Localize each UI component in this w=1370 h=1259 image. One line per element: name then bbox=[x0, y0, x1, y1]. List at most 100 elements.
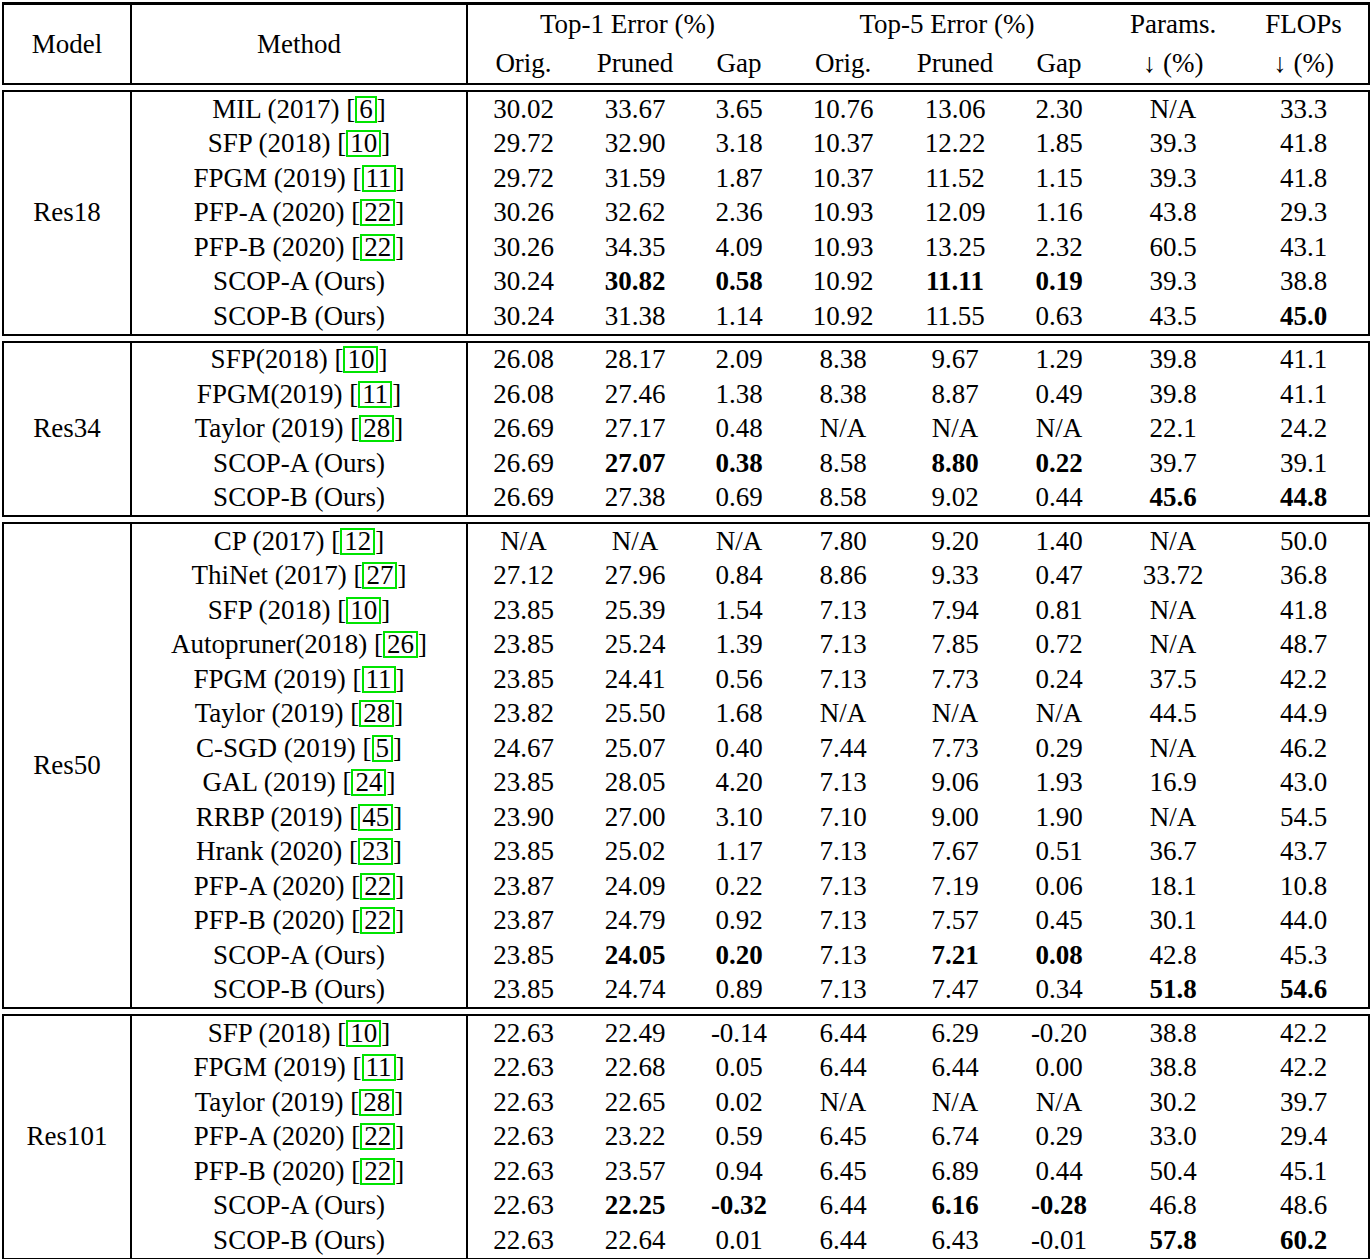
value-cell: 0.20 bbox=[691, 938, 787, 973]
value-cell: 27.38 bbox=[579, 481, 691, 517]
citation-link[interactable]: 11 bbox=[362, 165, 396, 192]
value-cell: 10.8 bbox=[1239, 869, 1369, 904]
citation-link[interactable]: 12 bbox=[340, 528, 375, 555]
value-cell: 0.44 bbox=[1011, 481, 1107, 517]
citation-link[interactable]: 28 bbox=[359, 415, 394, 442]
value-cell: 0.69 bbox=[691, 481, 787, 517]
value-cell: 7.21 bbox=[899, 938, 1011, 973]
citation-link[interactable]: 10 bbox=[346, 597, 381, 624]
method-cell: SCOP-A (Ours) bbox=[131, 938, 467, 973]
value-cell: 39.7 bbox=[1239, 1085, 1369, 1120]
citation-link[interactable]: 22 bbox=[360, 1158, 395, 1185]
value-cell: 18.1 bbox=[1107, 869, 1239, 904]
citation-link[interactable]: 22 bbox=[360, 1123, 395, 1150]
value-cell: N/A bbox=[1011, 1085, 1107, 1120]
value-cell: 1.54 bbox=[691, 593, 787, 628]
value-cell: N/A bbox=[787, 697, 899, 732]
method-cell: SCOP-A (Ours) bbox=[131, 446, 467, 481]
value-cell: 41.8 bbox=[1239, 593, 1369, 628]
value-cell: 32.62 bbox=[579, 196, 691, 231]
value-cell: 22.64 bbox=[579, 1223, 691, 1259]
value-cell: 0.40 bbox=[691, 731, 787, 766]
subheader-top1-orig: Orig. bbox=[467, 44, 579, 84]
subheader-top5-gap: Gap bbox=[1011, 44, 1107, 84]
value-cell: 7.13 bbox=[787, 938, 899, 973]
value-cell: -0.20 bbox=[1011, 1015, 1107, 1051]
citation-link[interactable]: 11 bbox=[358, 381, 392, 408]
citation-link[interactable]: 22 bbox=[360, 234, 395, 261]
citation-link[interactable]: 5 bbox=[372, 735, 394, 762]
table-row: PFP-B (2020) [22]30.2634.354.0910.9313.2… bbox=[3, 230, 1369, 265]
citation-link[interactable]: 45 bbox=[358, 804, 393, 831]
citation-link[interactable]: 24 bbox=[351, 769, 386, 796]
section-table-res18: Res18MIL (2017) [6]30.0233.673.6510.7613… bbox=[2, 90, 1370, 336]
table-row: PFP-B (2020) [22]23.8724.790.927.137.570… bbox=[3, 904, 1369, 939]
value-cell: 7.13 bbox=[787, 662, 899, 697]
method-cell: Autopruner(2018) [26] bbox=[131, 628, 467, 663]
value-cell: 2.32 bbox=[1011, 230, 1107, 265]
value-cell: 7.94 bbox=[899, 593, 1011, 628]
table-row: Res101SFP (2018) [10]22.6322.49-0.146.44… bbox=[3, 1015, 1369, 1051]
method-cell: RRBP (2019) [45] bbox=[131, 800, 467, 835]
value-cell: 42.2 bbox=[1239, 1015, 1369, 1051]
value-cell: 23.85 bbox=[467, 973, 579, 1009]
value-cell: 2.30 bbox=[1011, 91, 1107, 127]
value-cell: 7.13 bbox=[787, 628, 899, 663]
citation-link[interactable]: 11 bbox=[362, 1054, 396, 1081]
value-cell: 0.00 bbox=[1011, 1051, 1107, 1086]
method-cell: SCOP-B (Ours) bbox=[131, 299, 467, 335]
value-cell: 44.9 bbox=[1239, 697, 1369, 732]
value-cell: 41.8 bbox=[1239, 161, 1369, 196]
value-cell: 43.1 bbox=[1239, 230, 1369, 265]
table-row: SCOP-B (Ours)22.6322.640.016.446.43-0.01… bbox=[3, 1223, 1369, 1259]
method-cell: PFP-B (2020) [22] bbox=[131, 1154, 467, 1189]
value-cell: 1.15 bbox=[1011, 161, 1107, 196]
citation-link[interactable]: 22 bbox=[360, 199, 395, 226]
value-cell: 26.69 bbox=[467, 481, 579, 517]
citation-link[interactable]: 22 bbox=[360, 907, 395, 934]
value-cell: 6.43 bbox=[899, 1223, 1011, 1259]
citation-link[interactable]: 26 bbox=[383, 631, 418, 658]
value-cell: 46.2 bbox=[1239, 731, 1369, 766]
value-cell: 45.3 bbox=[1239, 938, 1369, 973]
table-row: SCOP-A (Ours)26.6927.070.388.588.800.223… bbox=[3, 446, 1369, 481]
citation-link[interactable]: 10 bbox=[343, 346, 378, 373]
value-cell: 10.93 bbox=[787, 196, 899, 231]
table-row: SFP (2018) [10]23.8525.391.547.137.940.8… bbox=[3, 593, 1369, 628]
value-cell: 48.6 bbox=[1239, 1189, 1369, 1224]
citation-link[interactable]: 28 bbox=[359, 1089, 394, 1116]
value-cell: 25.39 bbox=[579, 593, 691, 628]
value-cell: 7.80 bbox=[787, 523, 899, 559]
citation-link[interactable]: 28 bbox=[359, 700, 394, 727]
citation-link[interactable]: 22 bbox=[360, 873, 395, 900]
value-cell: 0.63 bbox=[1011, 299, 1107, 335]
value-cell: 29.3 bbox=[1239, 196, 1369, 231]
citation-link[interactable]: 6 bbox=[355, 96, 377, 123]
table-row: C-SGD (2019) [5]24.6725.070.407.447.730.… bbox=[3, 731, 1369, 766]
table-row: GAL (2019) [24]23.8528.054.207.139.061.9… bbox=[3, 766, 1369, 801]
value-cell: 45.0 bbox=[1239, 299, 1369, 335]
value-cell: N/A bbox=[899, 697, 1011, 732]
value-cell: 39.8 bbox=[1107, 377, 1239, 412]
value-cell: 0.58 bbox=[691, 265, 787, 300]
value-cell: 7.44 bbox=[787, 731, 899, 766]
value-cell: 43.5 bbox=[1107, 299, 1239, 335]
value-cell: 28.05 bbox=[579, 766, 691, 801]
citation-link[interactable]: 10 bbox=[346, 1020, 381, 1047]
value-cell: 6.16 bbox=[899, 1189, 1011, 1224]
value-cell: 30.24 bbox=[467, 265, 579, 300]
citation-link[interactable]: 10 bbox=[346, 130, 381, 157]
method-cell: SFP (2018) [10] bbox=[131, 1015, 467, 1051]
value-cell: 8.58 bbox=[787, 481, 899, 517]
value-cell: 8.86 bbox=[787, 559, 899, 594]
value-cell: N/A bbox=[1011, 412, 1107, 447]
value-cell: 1.68 bbox=[691, 697, 787, 732]
citation-link[interactable]: 11 bbox=[362, 666, 396, 693]
citation-link[interactable]: 27 bbox=[362, 562, 397, 589]
value-cell: N/A bbox=[1107, 593, 1239, 628]
citation-link[interactable]: 23 bbox=[358, 838, 393, 865]
value-cell: 10.37 bbox=[787, 161, 899, 196]
value-cell: 41.8 bbox=[1239, 127, 1369, 162]
value-cell: 27.17 bbox=[579, 412, 691, 447]
value-cell: 11.11 bbox=[899, 265, 1011, 300]
